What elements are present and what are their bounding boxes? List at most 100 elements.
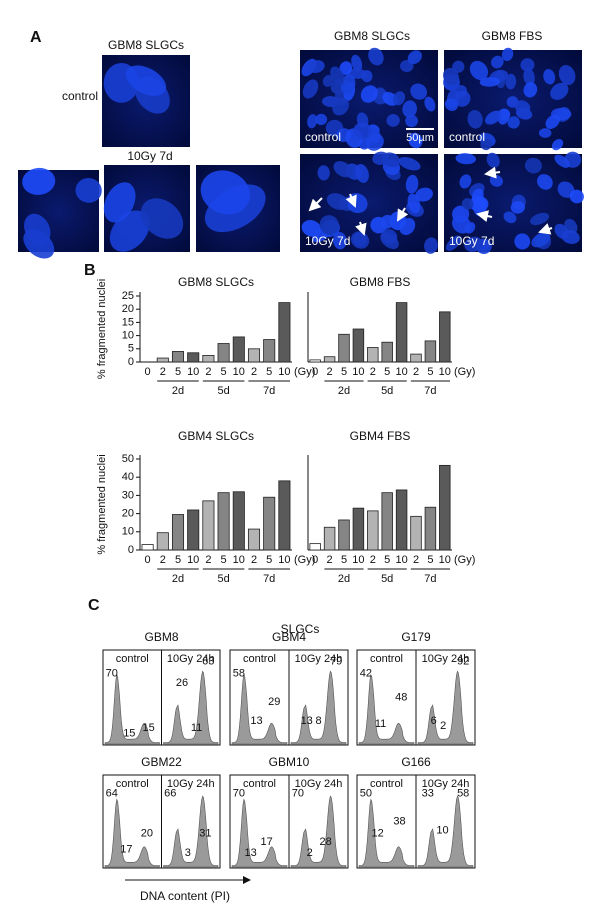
group-label: 2d: [338, 385, 350, 397]
group-label: 5d: [217, 385, 229, 397]
histogram-trace: [104, 798, 160, 868]
group-label: 2d: [172, 573, 184, 585]
nucleus: [405, 174, 419, 194]
bar: [439, 464, 451, 551]
bar: [187, 352, 200, 363]
x-tick-label: 10: [395, 366, 407, 378]
percentage-label: 2: [307, 847, 313, 859]
unit-label: (Gy): [454, 366, 475, 378]
percentage-label: 26: [176, 677, 188, 689]
bar: [247, 528, 261, 551]
x-tick-label: 0: [312, 366, 318, 378]
percentage-label: 33: [422, 788, 434, 800]
percentage-label: 63: [202, 655, 214, 667]
bar: [278, 302, 291, 363]
x-tick-label: 2: [370, 554, 376, 566]
scale-bar-label: 50µm: [406, 132, 434, 144]
unit-label: (Gy): [294, 366, 315, 378]
y-tick-label: 30: [122, 489, 134, 501]
x-tick-label: 2: [205, 554, 211, 566]
nucleus: [408, 132, 423, 149]
percentage-label: 58: [457, 788, 469, 800]
histogram-frame: [415, 649, 476, 746]
nucleus: [339, 61, 353, 75]
group-label: 7d: [263, 385, 275, 397]
percentage-label: 15: [123, 728, 135, 740]
bar: [217, 492, 230, 551]
x-tick-label: 5: [384, 554, 390, 566]
x-tick-label: 2: [251, 366, 257, 378]
bar: [171, 351, 185, 363]
bar: [439, 311, 451, 363]
sample-name: G179: [401, 630, 431, 644]
bar: [217, 343, 230, 363]
nucleus: [538, 128, 552, 138]
bar: [424, 340, 437, 363]
nucleus: [340, 74, 356, 95]
x-tick-label: 2: [413, 366, 419, 378]
x-tick-label: 10: [439, 366, 451, 378]
x-tick-label: 5: [341, 366, 347, 378]
y-tick-label: 15: [122, 316, 134, 328]
bar: [309, 359, 321, 363]
sample-name: GBM8: [144, 630, 178, 644]
nucleus: [319, 215, 339, 235]
image-label: 10Gy 7d: [305, 234, 350, 248]
condition-label: control: [370, 778, 403, 790]
nucleus: [554, 223, 569, 240]
percentage-label: 13: [301, 715, 313, 727]
percentage-label: 70: [233, 788, 245, 800]
percentage-label: 17: [120, 843, 132, 855]
bar: [410, 353, 422, 363]
condition-label: 10Gy 24h: [422, 778, 470, 790]
x-tick-label: 0: [145, 554, 151, 566]
section-title: SLGCs: [281, 622, 320, 636]
percentage-label: 13: [245, 847, 257, 859]
x-tick-label: 10: [278, 554, 290, 566]
x-tick-label: 2: [160, 366, 166, 378]
histogram-frame: [288, 649, 349, 746]
y-tick-label: 0: [128, 356, 134, 368]
percentage-label: 17: [260, 836, 272, 848]
condition-label: 10Gy 24h: [422, 653, 470, 665]
percentage-label: 8: [315, 715, 321, 727]
bar: [395, 489, 408, 551]
arrow: [538, 223, 553, 235]
x-tick-label: 10: [395, 554, 407, 566]
percentage-label: 70: [106, 668, 118, 680]
nucleus: [505, 73, 517, 90]
percentage-label: 50: [360, 788, 372, 800]
x-tick-label: 10: [352, 554, 364, 566]
nucleus: [520, 58, 535, 72]
percentage-label: 28: [319, 836, 331, 848]
percentage-label: 10: [436, 825, 448, 837]
nucleus: [407, 50, 422, 65]
panel-letter: B: [84, 262, 96, 279]
chart-title: GBM8 SLGCs: [178, 275, 254, 289]
nucleus: [140, 198, 184, 239]
nucleus: [507, 116, 520, 129]
nucleus: [523, 68, 535, 86]
nucleus: [332, 97, 349, 116]
percentage-label: 11: [375, 718, 386, 730]
percentage-label: 11: [191, 722, 202, 734]
nucleus: [381, 228, 398, 244]
bar: [323, 356, 336, 363]
bar: [395, 302, 408, 363]
x-tick-label: 5: [427, 366, 433, 378]
y-tick-label: 50: [122, 453, 134, 465]
histogram-trace: [290, 670, 347, 745]
sample-name: G166: [401, 755, 431, 769]
x-axis-label: DNA content (PI): [140, 889, 230, 903]
percentage-label: 92: [457, 655, 469, 667]
unit-label: (Gy): [294, 554, 315, 566]
nucleus: [353, 122, 372, 140]
nucleus: [365, 133, 384, 151]
nucleus: [405, 114, 418, 128]
bar: [202, 354, 215, 363]
nucleus: [451, 215, 471, 234]
sample-name: GBM22: [141, 755, 182, 769]
y-axis-label: % fragmented nuclei: [96, 454, 108, 554]
y-tick-label: 20: [122, 508, 134, 520]
